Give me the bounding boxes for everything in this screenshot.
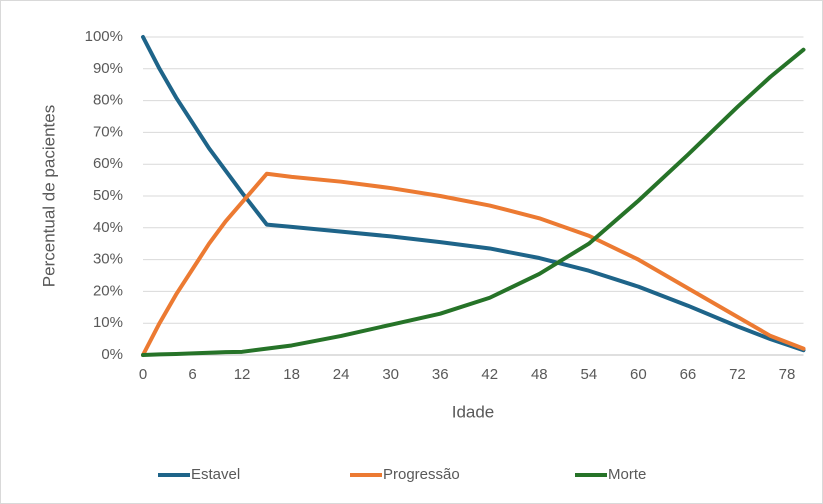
x-tick-label: 18 xyxy=(283,366,300,383)
x-axis-title: Idade xyxy=(452,402,495,421)
x-tick-label: 42 xyxy=(481,366,498,383)
y-tick-label: 50% xyxy=(93,187,123,204)
series-line xyxy=(141,35,806,353)
x-tick-label: 6 xyxy=(188,366,196,383)
y-tick-label: 100% xyxy=(85,28,123,45)
legend-label: Morte xyxy=(608,466,646,483)
y-axis-title: Percentual de pacientes xyxy=(39,105,58,287)
x-tick-label: 36 xyxy=(432,366,449,383)
x-tick-label: 0 xyxy=(139,366,147,383)
x-tick-label: 24 xyxy=(333,366,350,383)
series-line xyxy=(141,47,806,357)
y-tick-label: 60% xyxy=(93,155,123,172)
y-tick-label: 80% xyxy=(93,92,123,109)
x-tick-label: 54 xyxy=(580,366,597,383)
x-tick-label: 66 xyxy=(680,366,697,383)
x-tick-label: 60 xyxy=(630,366,647,383)
y-tick-label: 20% xyxy=(93,282,123,299)
x-tick-label: 30 xyxy=(382,366,399,383)
y-tick-label: 10% xyxy=(93,314,123,331)
x-tick-label: 72 xyxy=(729,366,746,383)
y-tick-label: 40% xyxy=(93,219,123,236)
x-tick-label: 12 xyxy=(234,366,251,383)
y-tick-label: 70% xyxy=(93,123,123,140)
x-tick-label: 78 xyxy=(779,366,796,383)
legend-label: Progressão xyxy=(383,466,460,483)
y-tick-label: 0% xyxy=(101,346,123,363)
legend-label: Estavel xyxy=(191,466,240,483)
y-tick-label: 30% xyxy=(93,251,123,268)
x-tick-label: 48 xyxy=(531,366,548,383)
series-line xyxy=(141,171,806,357)
y-tick-label: 90% xyxy=(93,60,123,77)
